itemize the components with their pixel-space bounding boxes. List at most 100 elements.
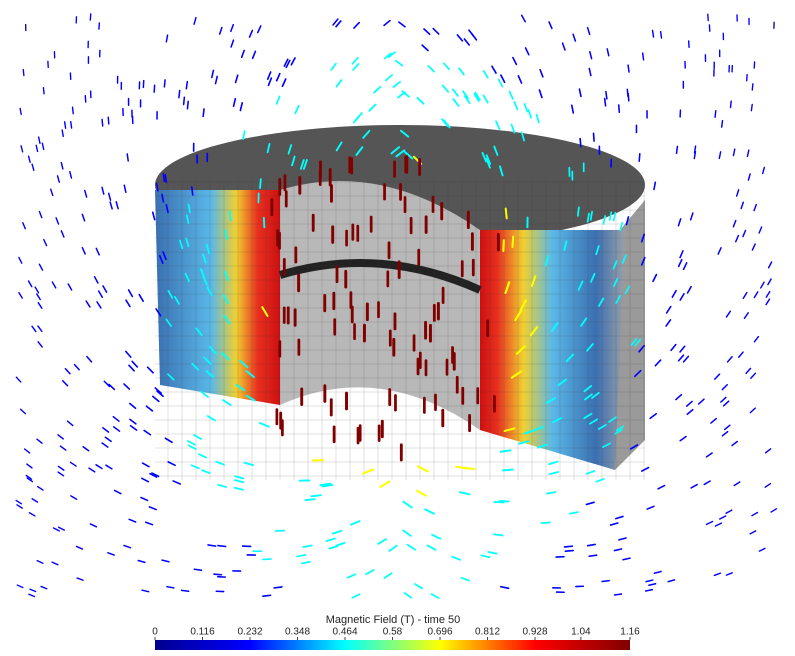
field-arrow — [639, 154, 640, 161]
field-arrow — [699, 399, 704, 404]
field-arrow — [549, 22, 552, 29]
field-arrow — [263, 595, 271, 596]
field-arrow — [715, 111, 716, 118]
field-arrow — [737, 190, 739, 196]
field-arrow — [43, 88, 44, 94]
field-arrow — [70, 172, 72, 178]
field-arrow — [389, 546, 396, 551]
field-arrow — [386, 75, 392, 80]
field-arrow — [37, 561, 43, 564]
field-arrow — [422, 45, 428, 50]
field-arrow — [52, 282, 55, 288]
field-arrow — [769, 262, 772, 268]
field-arrow — [62, 130, 63, 136]
field-arrow — [539, 90, 542, 97]
field-arrow — [464, 468, 474, 469]
field-arrow — [588, 544, 596, 545]
field-arrow — [65, 369, 70, 374]
field-arrow — [95, 277, 98, 283]
field-arrow — [89, 468, 95, 472]
field-arrow — [250, 30, 253, 37]
field-arrow — [124, 185, 126, 192]
field-arrow — [96, 465, 102, 469]
field-arrow — [739, 352, 743, 357]
field-arrow — [41, 586, 47, 588]
field-arrow — [628, 65, 629, 72]
field-arrow — [615, 594, 622, 595]
field-arrow — [59, 527, 65, 530]
field-arrow — [115, 490, 121, 493]
field-arrow — [594, 133, 595, 141]
field-arrow — [424, 29, 430, 34]
field-arrow — [428, 66, 434, 72]
field-arrow — [336, 21, 341, 27]
field-arrow — [61, 163, 63, 169]
field-arrow — [750, 531, 756, 534]
field-arrow — [39, 264, 42, 270]
field-arrow — [510, 91, 513, 98]
colorbar-tick-label: 0.928 — [522, 627, 547, 638]
field-arrow — [754, 204, 756, 210]
field-arrow — [650, 414, 656, 419]
field-arrow — [274, 587, 282, 588]
field-arrow — [208, 545, 216, 546]
field-arrow — [540, 70, 543, 77]
field-arrow — [715, 374, 720, 379]
field-arrow — [563, 43, 565, 50]
field-arrow — [518, 76, 521, 83]
field-arrow — [588, 28, 590, 35]
mesh — [155, 180, 645, 480]
field-arrow — [452, 557, 460, 560]
field-arrow — [408, 545, 415, 550]
field-arrow — [194, 18, 196, 25]
field-arrow — [433, 29, 438, 34]
field-arrow — [36, 145, 37, 151]
field-arrow — [691, 213, 693, 220]
field-arrow — [16, 377, 20, 382]
field-arrow — [102, 187, 104, 194]
field-arrow — [295, 106, 298, 114]
field-arrow — [37, 294, 40, 300]
field-arrow — [570, 512, 578, 514]
field-arrow — [529, 110, 532, 118]
field-arrow — [589, 555, 596, 556]
field-arrow — [503, 240, 504, 251]
field-arrow — [38, 342, 42, 347]
field-arrow — [586, 502, 594, 504]
field-arrow — [77, 578, 83, 580]
field-arrow — [494, 534, 503, 535]
field-arrow — [501, 450, 511, 451]
field-arrow — [166, 35, 167, 42]
field-arrow — [90, 524, 96, 527]
field-arrow — [653, 30, 654, 37]
field-arrow — [234, 99, 236, 107]
field-arrow — [378, 539, 386, 544]
field-arrow — [751, 104, 752, 110]
field-arrow — [687, 410, 693, 415]
field-arrow — [97, 302, 101, 308]
field-arrow — [721, 397, 726, 402]
field-arrow — [768, 279, 771, 285]
field-arrow — [179, 91, 180, 98]
field-arrow — [722, 385, 727, 390]
field-arrow — [258, 26, 261, 33]
field-arrow — [102, 443, 108, 447]
field-arrow — [141, 497, 148, 500]
field-arrow — [472, 34, 477, 40]
field-arrow — [32, 326, 36, 331]
field-arrow — [76, 546, 82, 549]
colorbar-tick-label: 0.696 — [427, 627, 452, 638]
field-arrow — [236, 75, 238, 82]
field-arrow — [691, 485, 697, 488]
field-arrow — [646, 580, 653, 582]
field-arrow — [110, 202, 112, 209]
field-arrow — [464, 39, 469, 45]
field-arrow — [643, 53, 644, 60]
field-arrow — [614, 549, 621, 551]
field-arrow — [351, 521, 360, 525]
field-arrow — [732, 442, 737, 446]
field-arrow — [752, 244, 755, 250]
field-arrow — [733, 149, 734, 155]
field-arrow — [25, 449, 30, 453]
field-arrow — [602, 581, 609, 582]
